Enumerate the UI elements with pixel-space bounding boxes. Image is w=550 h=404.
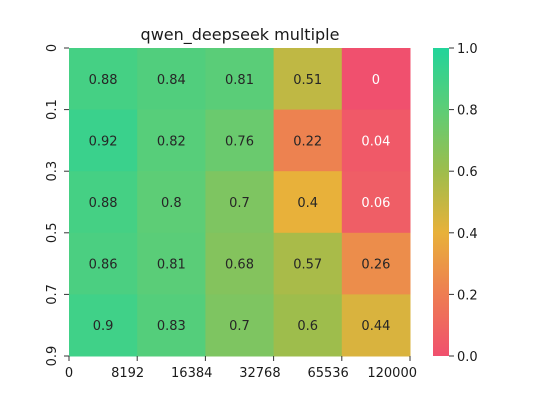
heatmap-cell bbox=[69, 48, 138, 111]
x-tick-label: 32768 bbox=[239, 366, 280, 381]
heatmap-cell bbox=[341, 294, 411, 357]
cell-label: 0.04 bbox=[361, 134, 390, 149]
y-tick-label: 0.1 bbox=[45, 99, 60, 120]
y-tick-label: 0.9 bbox=[45, 346, 60, 367]
heatmap-cell bbox=[341, 232, 411, 295]
colorbar-tick-label: 0.4 bbox=[457, 227, 478, 242]
cell-label: 0.76 bbox=[225, 134, 254, 149]
y-tick-label: 0.5 bbox=[45, 222, 60, 243]
cell-label: 0.88 bbox=[89, 196, 118, 211]
heatmap-cell bbox=[137, 171, 206, 234]
colorbar-tick-label: 0.6 bbox=[457, 165, 478, 180]
heatmap-cell bbox=[273, 171, 343, 234]
cell-label: 0.57 bbox=[293, 258, 322, 273]
heatmap-cell bbox=[205, 48, 275, 111]
heatmap-cell bbox=[69, 171, 138, 234]
cell-label: 0.92 bbox=[89, 134, 118, 149]
heatmap-cell bbox=[137, 232, 206, 295]
colorbar-tick-label: 0.2 bbox=[457, 288, 478, 303]
y-axis: 0 0.1 0.3 0.5 0.7 0.9 bbox=[45, 44, 69, 366]
cell-label: 0.81 bbox=[157, 258, 186, 273]
cell-label: 0.8 bbox=[161, 196, 182, 211]
heatmap-cell bbox=[137, 294, 206, 357]
cell-label: 0.84 bbox=[157, 73, 186, 88]
colorbar-tick-label: 1.0 bbox=[457, 42, 478, 57]
y-tick-label: 0.7 bbox=[45, 284, 60, 305]
y-tick-label: 0.3 bbox=[45, 161, 60, 182]
colorbar-axis: 0.0 0.2 0.4 0.6 0.8 1.0 bbox=[449, 42, 478, 365]
colorbar-tick-label: 0.8 bbox=[457, 104, 478, 119]
colorbar bbox=[433, 48, 449, 356]
heatmap-cell bbox=[69, 232, 138, 295]
cell-label: 0.4 bbox=[297, 196, 318, 211]
heatmap-cell bbox=[273, 232, 343, 295]
heatmap-cell bbox=[205, 109, 275, 172]
cell-label: 0.83 bbox=[157, 319, 186, 334]
x-tick-label: 8192 bbox=[111, 366, 144, 381]
chart-title: qwen_deepseek multiple bbox=[141, 25, 340, 45]
heatmap-cell bbox=[137, 48, 206, 111]
cell-label: 0.26 bbox=[361, 258, 390, 273]
heatmap-cell bbox=[273, 109, 343, 172]
x-tick-label: 65536 bbox=[307, 366, 348, 381]
heatmap-cell bbox=[341, 48, 411, 111]
x-axis: 0 8192 16384 32768 65536 120000 bbox=[65, 356, 417, 381]
heatmap-cell bbox=[205, 232, 275, 295]
heatmap-cell bbox=[205, 294, 275, 357]
cell-label: 0.6 bbox=[297, 319, 318, 334]
heatmap-cell bbox=[341, 171, 411, 234]
cell-label: 0.7 bbox=[229, 319, 250, 334]
y-tick-label: 0 bbox=[45, 44, 60, 52]
heatmap-cell bbox=[137, 109, 206, 172]
cell-label: 0.9 bbox=[93, 319, 114, 334]
cell-label: 0 bbox=[372, 73, 380, 88]
cell-label: 0.7 bbox=[229, 196, 250, 211]
cell-annotations: 0.88 0.84 0.81 0.51 0 0.92 0.82 0.76 0.22 0.04 0.8… bbox=[89, 73, 391, 334]
x-tick-label: 16384 bbox=[171, 366, 212, 381]
heatmap-cells bbox=[69, 48, 411, 357]
cell-label: 0.88 bbox=[89, 73, 118, 88]
heatmap-cell bbox=[341, 109, 411, 172]
x-tick-label: 0 bbox=[65, 366, 73, 381]
cell-label: 0.51 bbox=[293, 73, 322, 88]
x-tick-label: 120000 bbox=[367, 366, 417, 381]
colorbar-tick-label: 0.0 bbox=[457, 350, 478, 365]
cell-label: 0.86 bbox=[89, 258, 118, 273]
cell-label: 0.44 bbox=[361, 319, 390, 334]
heatmap-cell bbox=[273, 48, 343, 111]
heatmap-cell bbox=[205, 171, 275, 234]
cell-label: 0.82 bbox=[157, 134, 186, 149]
heatmap-cell bbox=[69, 294, 138, 357]
cell-label: 0.22 bbox=[293, 134, 322, 149]
cell-label: 0.81 bbox=[225, 73, 254, 88]
cell-label: 0.06 bbox=[361, 196, 390, 211]
heatmap-cell bbox=[69, 109, 138, 172]
heatmap-cell bbox=[273, 294, 343, 357]
cell-label: 0.68 bbox=[225, 258, 254, 273]
